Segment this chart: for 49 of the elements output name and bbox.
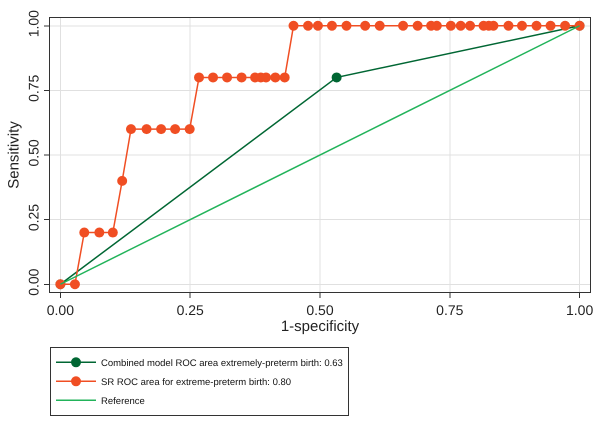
point (332, 72, 342, 82)
point (222, 72, 232, 82)
point (532, 20, 542, 31)
point (108, 228, 118, 238)
point (170, 124, 180, 134)
point (94, 228, 104, 238)
x-tick-label: 0.50 (306, 302, 334, 318)
point (117, 176, 128, 186)
legend-label: Combined model ROC area extremely-preterm birth: 0.63 (101, 358, 343, 370)
point (288, 20, 299, 31)
point (560, 20, 570, 31)
point (516, 20, 527, 31)
point (184, 124, 195, 134)
point (503, 20, 514, 31)
legend-label: Reference (101, 396, 145, 408)
y-tick-label: 0.00 (25, 268, 42, 296)
legend-label: SR ROC area for extreme-preterm birth: 0.80 (101, 377, 292, 388)
point (70, 279, 80, 290)
point (312, 20, 323, 31)
point (236, 72, 247, 82)
x-tick-label: 0.25 (176, 302, 204, 318)
x-tick-label: 1.00 (566, 302, 594, 318)
point (208, 72, 218, 82)
point (303, 20, 314, 31)
point (360, 20, 370, 31)
point (446, 20, 456, 31)
x-tick-label: 0.00 (46, 302, 74, 318)
point (270, 72, 280, 82)
point (126, 124, 136, 134)
point (194, 72, 204, 82)
point (142, 124, 152, 134)
y-tick-label: 0.50 (25, 139, 42, 167)
x-tick-label: 0.75 (436, 302, 464, 318)
y-tick-label: 0.25 (25, 204, 42, 232)
point (79, 228, 90, 238)
point (412, 20, 423, 31)
y-axis-title: Sensitivity (6, 120, 23, 189)
y-tick-label: 1.00 (25, 10, 42, 38)
point (374, 20, 385, 31)
point (456, 20, 466, 31)
point (546, 20, 556, 31)
point (156, 124, 166, 134)
point (398, 20, 408, 31)
y-tick-label: 0.75 (25, 74, 42, 102)
x-axis-title: 1-specificity (280, 318, 360, 335)
point (341, 20, 352, 31)
point (280, 72, 290, 82)
point (326, 20, 337, 31)
point (465, 20, 476, 31)
